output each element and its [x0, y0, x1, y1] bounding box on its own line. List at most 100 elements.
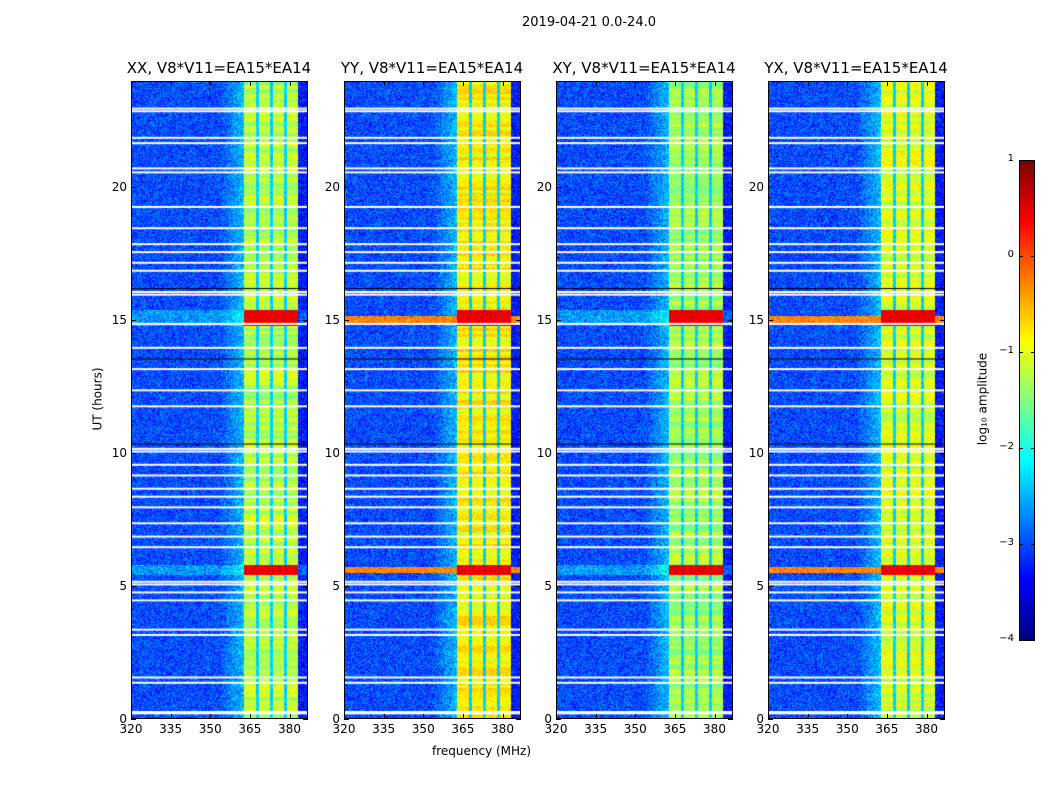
x-tick-label: 380	[491, 722, 514, 736]
y-tick-label: 0	[756, 712, 764, 726]
x-tick-mark	[926, 81, 928, 86]
x-tick-mark	[289, 81, 291, 86]
y-tick-mark	[303, 320, 308, 322]
colorbar	[1019, 160, 1035, 641]
colorbar-tick-mark	[1019, 256, 1023, 257]
x-tick-mark	[131, 714, 132, 719]
y-tick-mark	[303, 187, 308, 189]
panel-title: YX, V8*V11=EA15*EA14	[764, 59, 948, 77]
x-tick-mark	[847, 81, 849, 86]
x-tick-label: 365	[238, 722, 262, 736]
x-tick-mark	[714, 81, 716, 86]
y-tick-mark	[556, 187, 561, 189]
x-tick-mark	[344, 81, 345, 86]
colorbar-tick-mark	[1019, 544, 1023, 545]
panel-title: YY, V8*V11=EA15*EA14	[340, 59, 524, 77]
y-tick-label: 5	[756, 579, 764, 594]
y-tick-label: 10	[111, 446, 127, 461]
x-tick-mark	[462, 81, 464, 86]
y-tick-mark	[940, 320, 945, 322]
y-tick-label: 20	[324, 180, 340, 195]
colorbar-tick-mark	[1019, 640, 1023, 641]
y-tick-label: 15	[748, 313, 764, 328]
y-tick-mark	[728, 320, 733, 322]
y-tick-mark	[344, 586, 349, 588]
x-tick-label: 380	[915, 722, 938, 736]
spectrogram-heatmap	[345, 82, 520, 718]
y-tick-mark	[940, 586, 945, 588]
x-tick-mark	[847, 714, 849, 719]
x-tick-mark	[768, 714, 769, 719]
x-tick-mark	[768, 81, 769, 86]
x-tick-label: 320	[756, 722, 780, 736]
x-tick-mark	[249, 714, 251, 719]
y-tick-label: 20	[748, 180, 764, 195]
x-tick-mark	[807, 714, 809, 719]
x-tick-label: 335	[796, 722, 820, 736]
colorbar-tick-mark	[1019, 448, 1023, 449]
y-tick-mark	[516, 187, 521, 189]
x-tick-mark	[635, 81, 637, 86]
x-tick-mark	[886, 81, 888, 86]
y-tick-mark	[768, 453, 773, 455]
panel-title: XX, V8*V11=EA15*EA14	[126, 59, 312, 77]
y-tick-mark	[556, 586, 561, 588]
y-tick-label: 10	[324, 446, 340, 461]
y-tick-mark	[728, 453, 733, 455]
x-tick-mark	[131, 81, 132, 86]
x-tick-label: 335	[584, 722, 608, 736]
x-tick-mark	[423, 714, 425, 719]
colorbar-tick-mark	[1031, 160, 1035, 161]
x-tick-mark	[170, 714, 172, 719]
x-tick-mark	[714, 714, 716, 719]
spectrogram-heatmap	[132, 82, 307, 718]
y-tick-mark	[556, 320, 561, 322]
y-tick-mark	[768, 320, 773, 322]
spectrogram-panel	[768, 81, 945, 719]
colorbar-tick-mark	[1019, 352, 1023, 353]
x-tick-mark	[595, 714, 597, 719]
y-tick-mark	[131, 187, 136, 189]
x-tick-label: 365	[451, 722, 475, 736]
y-tick-mark	[516, 586, 521, 588]
y-tick-mark	[556, 719, 561, 720]
spectrogram-panel	[131, 81, 308, 719]
x-tick-mark	[674, 714, 676, 719]
y-tick-label: 20	[536, 180, 552, 195]
colorbar-tick-mark	[1031, 352, 1035, 353]
y-tick-mark	[344, 719, 349, 720]
x-tick-mark	[462, 714, 464, 719]
y-tick-mark	[768, 187, 773, 189]
x-tick-label: 350	[198, 722, 222, 736]
x-tick-label: 320	[119, 722, 143, 736]
colorbar-tick-mark	[1031, 544, 1035, 545]
y-tick-label: 10	[536, 446, 552, 461]
y-tick-mark	[728, 187, 733, 189]
colorbar-tick-mark	[1031, 448, 1035, 449]
x-tick-label: 335	[159, 722, 183, 736]
y-tick-mark	[940, 453, 945, 455]
y-tick-mark	[131, 586, 136, 588]
y-tick-label: 0	[544, 712, 552, 726]
y-axis-label: UT (hours)	[90, 367, 105, 431]
y-tick-mark	[303, 453, 308, 455]
y-tick-label: 0	[119, 712, 127, 726]
colorbar-tick-label: −2	[999, 441, 1014, 452]
x-tick-mark	[926, 714, 928, 719]
x-tick-mark	[886, 714, 888, 719]
y-tick-mark	[728, 719, 733, 720]
x-tick-mark	[210, 81, 212, 86]
x-tick-mark	[383, 81, 385, 86]
colorbar-tick-label: 0	[1007, 249, 1014, 260]
y-tick-label: 20	[111, 180, 127, 195]
y-tick-label: 15	[324, 313, 340, 328]
colorbar-tick-label: −4	[999, 633, 1014, 644]
y-tick-mark	[131, 320, 136, 322]
y-tick-label: 10	[748, 446, 764, 461]
colorbar-tick-label: 1	[1007, 153, 1014, 164]
colorbar-label: log₁₀ amplitude	[975, 352, 990, 446]
y-tick-mark	[768, 586, 773, 588]
y-tick-mark	[516, 453, 521, 455]
x-tick-mark	[595, 81, 597, 86]
